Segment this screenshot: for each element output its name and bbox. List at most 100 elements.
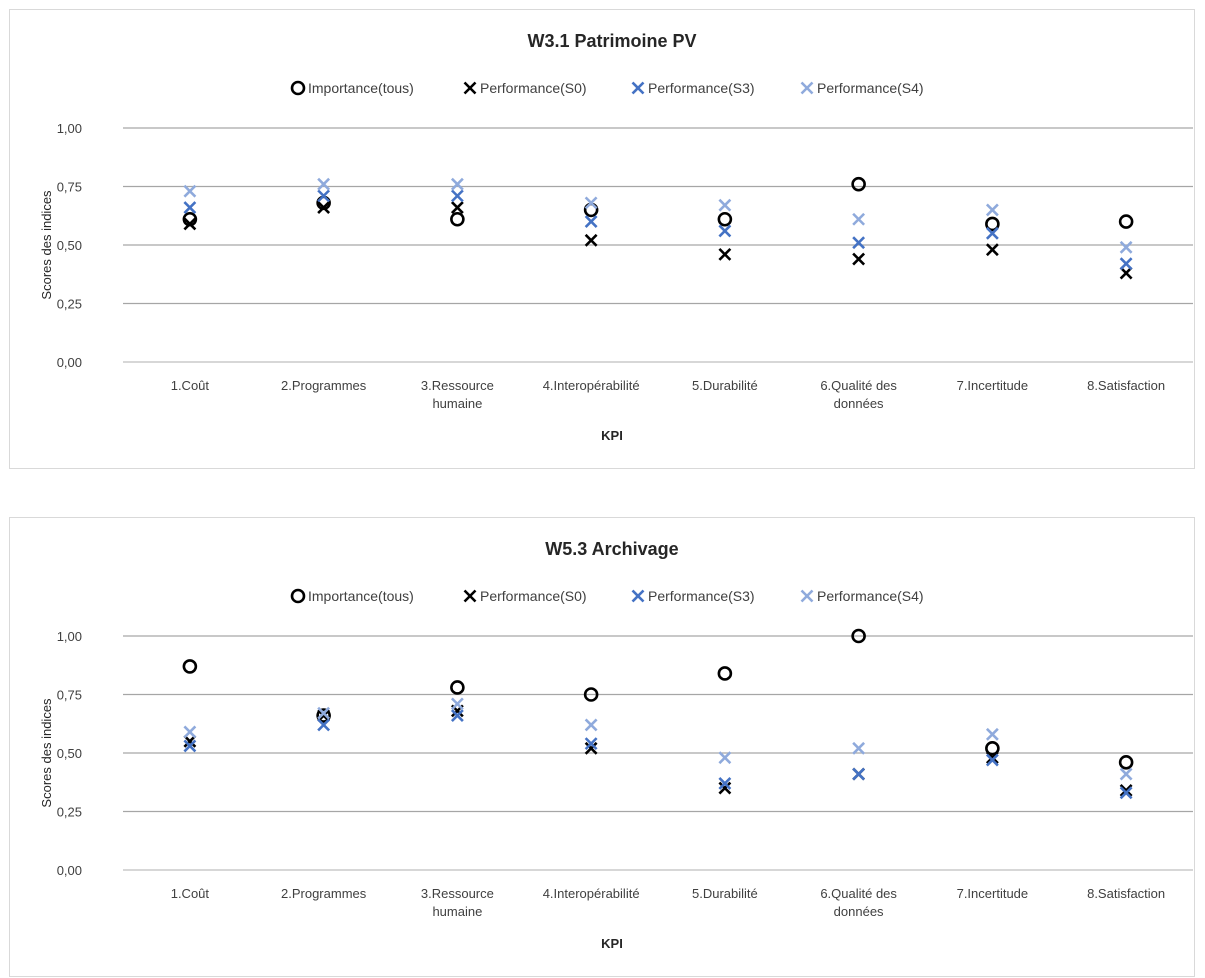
legend: Importance(tous) Performance(S0) Performan… — [290, 588, 924, 604]
point-s2-c4-stroke-b — [718, 224, 732, 238]
point-s0-c3 — [583, 687, 599, 702]
x-tick-label-2-line-1: humaine — [432, 904, 482, 919]
point-s0-c2-shape — [450, 211, 465, 227]
point-s0-c4 — [717, 666, 733, 681]
legend-marker-3-stroke-b — [800, 81, 814, 95]
point-s0-c3-shape — [583, 687, 599, 702]
legend-item-3: Performance(S4) — [800, 80, 924, 96]
point-s3-c6 — [985, 203, 999, 217]
point-s3-c5-stroke-b — [852, 741, 866, 755]
y-tick-label-4: 1,00 — [57, 629, 82, 644]
point-s0-c1-shape — [316, 708, 331, 723]
point-s3-c2-stroke-b — [450, 697, 464, 711]
y-tick-label-1: 0,25 — [57, 805, 82, 820]
x-tick-label-4-line-0: 5.Durabilité — [692, 886, 758, 901]
legend-marker-1 — [463, 589, 477, 603]
y-axis-title: Scores des indices — [39, 190, 54, 300]
point-s2-c4 — [718, 224, 732, 238]
x-tick-label-4: 5.Durabilité — [692, 886, 758, 901]
point-s0-c5-shape — [851, 628, 866, 644]
point-s0-c5-shape — [851, 176, 866, 192]
point-s3-c6-stroke-b — [985, 203, 999, 217]
point-s0-c0 — [182, 659, 198, 674]
legend-marker-1-stroke-b — [463, 81, 477, 95]
point-s1-c6 — [985, 243, 999, 257]
x-axis-title: KPI — [601, 428, 623, 443]
series-3 — [183, 177, 1133, 254]
legend-label-0: Importance(tous) — [308, 588, 414, 604]
point-s2-c7 — [1119, 786, 1133, 800]
x-tick-label-6: 7.Incertitude — [957, 378, 1029, 393]
point-s2-c2 — [450, 709, 464, 722]
point-s3-c6 — [985, 727, 999, 741]
chart-panel-patrimoine: W3.1 Patrimoine PV Importance(tous) Perfor… — [9, 9, 1195, 469]
point-s1-c1-stroke-b — [317, 709, 331, 722]
point-s1-c7-stroke-b — [1119, 784, 1133, 797]
x-tick-label-7: 8.Satisfaction — [1087, 886, 1165, 901]
point-s3-c1 — [317, 706, 331, 720]
y-tick-label-1: 0,25 — [57, 297, 82, 312]
x-tick-label-4-line-0: 5.Durabilité — [692, 378, 758, 393]
x-tick-label-5-line-0: 6.Qualité des — [820, 378, 897, 393]
x-tick-label-1-line-0: 2.Programmes — [281, 886, 367, 901]
point-s0-c2-shape — [450, 680, 465, 695]
x-tick-label-4: 5.Durabilité — [692, 378, 758, 393]
x-tick-label-5-line-0: 6.Qualité des — [820, 886, 897, 901]
legend-marker-3 — [800, 589, 814, 603]
point-s3-c4-stroke-b — [718, 751, 732, 765]
chart-title: W5.3 Archivage — [545, 539, 678, 559]
point-s3-c5-stroke-b — [852, 212, 866, 226]
y-axis-title: Scores des indices — [39, 698, 54, 808]
point-s1-c5-stroke-b — [852, 252, 866, 266]
x-tick-label-1: 2.Programmes — [281, 886, 367, 901]
point-s3-c5 — [852, 741, 866, 755]
point-s3-c1-stroke-b — [317, 706, 331, 720]
scatter-chart-archivage: W5.3 Archivage Importance(tous) Performanc… — [39, 539, 1193, 951]
x-axis-title: KPI — [601, 936, 623, 951]
point-s1-c0-stroke-b — [183, 217, 197, 231]
point-s2-c3-stroke-b — [584, 737, 598, 751]
x-tick-label-3: 4.Interopérabilité — [543, 378, 640, 393]
legend-item-2: Performance(S3) — [631, 588, 755, 604]
point-s1-c5 — [852, 252, 866, 266]
legend-item-0: Importance(tous) — [290, 80, 414, 96]
x-tick-label-0: 1.Coût — [171, 378, 210, 393]
point-s0-c4 — [717, 211, 733, 227]
point-s3-c0-stroke-b — [183, 184, 197, 198]
point-s1-c6-stroke-b — [985, 243, 999, 257]
point-s2-c1-stroke-b — [317, 189, 331, 203]
point-s2-c0 — [183, 201, 197, 214]
y-tick-label-3: 0,75 — [57, 688, 82, 703]
point-s3-c0 — [183, 184, 197, 198]
series-2 — [183, 189, 1133, 271]
point-s1-c3-stroke-b — [584, 741, 598, 755]
legend-label-2: Performance(S3) — [648, 588, 755, 604]
y-tick-label-3: 0,75 — [57, 180, 82, 195]
legend-marker-3-stroke-b — [800, 589, 814, 603]
point-s1-c3 — [584, 741, 598, 755]
point-s1-c0 — [183, 734, 197, 748]
legend-label-0: Importance(tous) — [308, 80, 414, 96]
x-tick-label-0: 1.Coût — [171, 886, 210, 901]
legend-marker-0-shape — [290, 80, 306, 96]
point-s1-c6 — [985, 751, 999, 765]
point-s3-c2-stroke-b — [450, 177, 464, 191]
point-s1-c3 — [584, 233, 598, 247]
x-tick-label-7: 8.Satisfaction — [1087, 378, 1165, 393]
point-s2-c4-stroke-b — [718, 777, 732, 790]
y-tick-label-4: 1,00 — [57, 121, 82, 136]
point-s2-c7-stroke-b — [1119, 786, 1133, 800]
point-s1-c7-stroke-b — [1119, 266, 1133, 280]
legend-marker-3 — [800, 81, 814, 95]
point-s2-c7 — [1119, 257, 1133, 271]
point-s0-c7 — [1118, 214, 1134, 229]
series-3 — [183, 697, 1133, 781]
x-tick-label-6: 7.Incertitude — [957, 886, 1029, 901]
legend-marker-0-shape — [290, 588, 306, 604]
point-s2-c2-stroke-b — [450, 709, 464, 722]
chart-title: W3.1 Patrimoine PV — [527, 31, 696, 51]
series-2 — [183, 709, 1133, 800]
y-tick-label-0: 0,00 — [57, 863, 82, 878]
series-0 — [182, 628, 1134, 770]
legend-label-2: Performance(S3) — [648, 80, 755, 96]
